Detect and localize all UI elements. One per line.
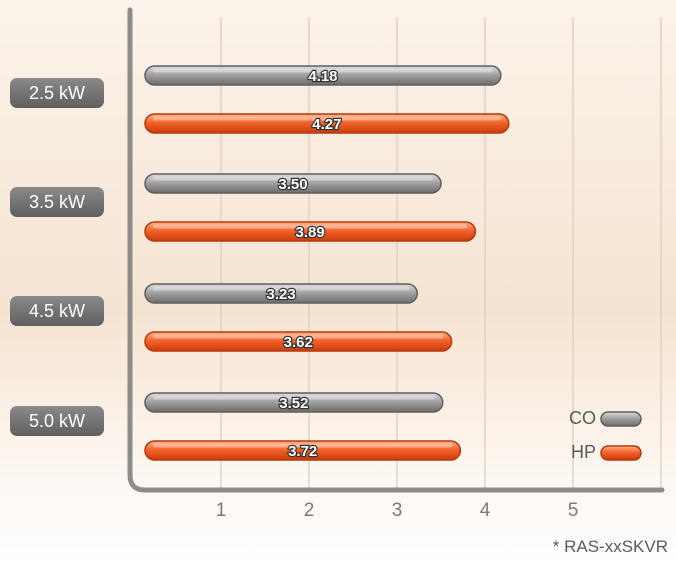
legend-item-co: CO: [569, 408, 642, 428]
gridlines: [220, 18, 662, 488]
bar-co: 4.18: [144, 65, 502, 86]
x-tick-label: 3: [392, 500, 403, 521]
category-label-text: 3.5 kW: [29, 192, 85, 212]
category-label: 4.5 kW: [10, 296, 104, 326]
category-label-text: 2.5 kW: [29, 83, 85, 103]
bar-value-label: 3.23: [267, 286, 296, 303]
category-label: 2.5 kW: [10, 78, 104, 108]
category-labels: 2.5 kW 3.5 kW 4.5 kW 5.0 kW: [10, 78, 104, 436]
bar-value-label: 3.72: [288, 443, 317, 460]
bar-shape: [144, 392, 444, 413]
bar-shape: [144, 440, 462, 461]
bar-value-label: 3.62: [284, 334, 313, 351]
category-label-text: 4.5 kW: [29, 301, 85, 321]
legend-label: CO: [569, 408, 596, 428]
bar-shape: [144, 65, 502, 86]
legend-label: HP: [571, 442, 596, 462]
bar-hp: 3.72: [144, 440, 462, 461]
x-tick-label: 2: [304, 500, 315, 521]
category-label: 3.5 kW: [10, 187, 104, 217]
legend-item-hp: HP: [571, 442, 642, 462]
category-label: 5.0 kW: [10, 406, 104, 436]
bar-highlight: [153, 116, 501, 121]
bar-highlight: [153, 176, 433, 181]
bar-shape: [144, 173, 442, 194]
x-tick-label: 1: [216, 500, 227, 521]
bar-value-label: 4.18: [308, 68, 337, 85]
bar-value-label: 4.27: [312, 116, 341, 133]
category-label-pill: [10, 78, 104, 108]
bars: 4.18 3.50 3.23 3.52 4.27 3.89 3.62 3.72: [144, 65, 510, 461]
bar-value-label: 3.52: [279, 395, 308, 412]
bar-hp: 4.27: [144, 113, 510, 134]
bar-shape: [144, 283, 418, 304]
bar-value-label: 3.89: [296, 224, 325, 241]
bar-co: 3.23: [144, 283, 418, 304]
bar-shape: [144, 113, 510, 134]
x-tick-labels: 1 2 3 4 5: [216, 500, 579, 521]
category-label-pill: [10, 187, 104, 217]
bar-highlight: [153, 395, 435, 400]
bar-co: 3.50: [144, 173, 442, 194]
bar-hp: 3.62: [144, 331, 453, 352]
category-label-pill: [10, 406, 104, 436]
bar-highlight: [153, 334, 444, 339]
legend: CO HP: [569, 408, 642, 462]
bar-shape: [144, 221, 477, 242]
bar-highlight: [153, 286, 410, 291]
axis-frame: [127, 7, 665, 493]
category-label-pill: [10, 296, 104, 326]
legend-swatch: [600, 411, 642, 427]
category-label-text: 5.0 kW: [29, 411, 85, 431]
x-tick-label: 5: [568, 500, 579, 521]
bar-shape: [144, 331, 453, 352]
legend-swatch: [600, 445, 642, 461]
footnote: * RAS-xxSKVR: [552, 537, 668, 556]
bar-hp: 3.89: [144, 221, 477, 242]
bar-co: 3.52: [144, 392, 444, 413]
bar-highlight: [153, 224, 468, 229]
bar-highlight: [153, 443, 453, 448]
bar-highlight: [153, 68, 493, 73]
bar-value-label: 3.50: [278, 176, 307, 193]
x-tick-label: 4: [480, 500, 491, 521]
